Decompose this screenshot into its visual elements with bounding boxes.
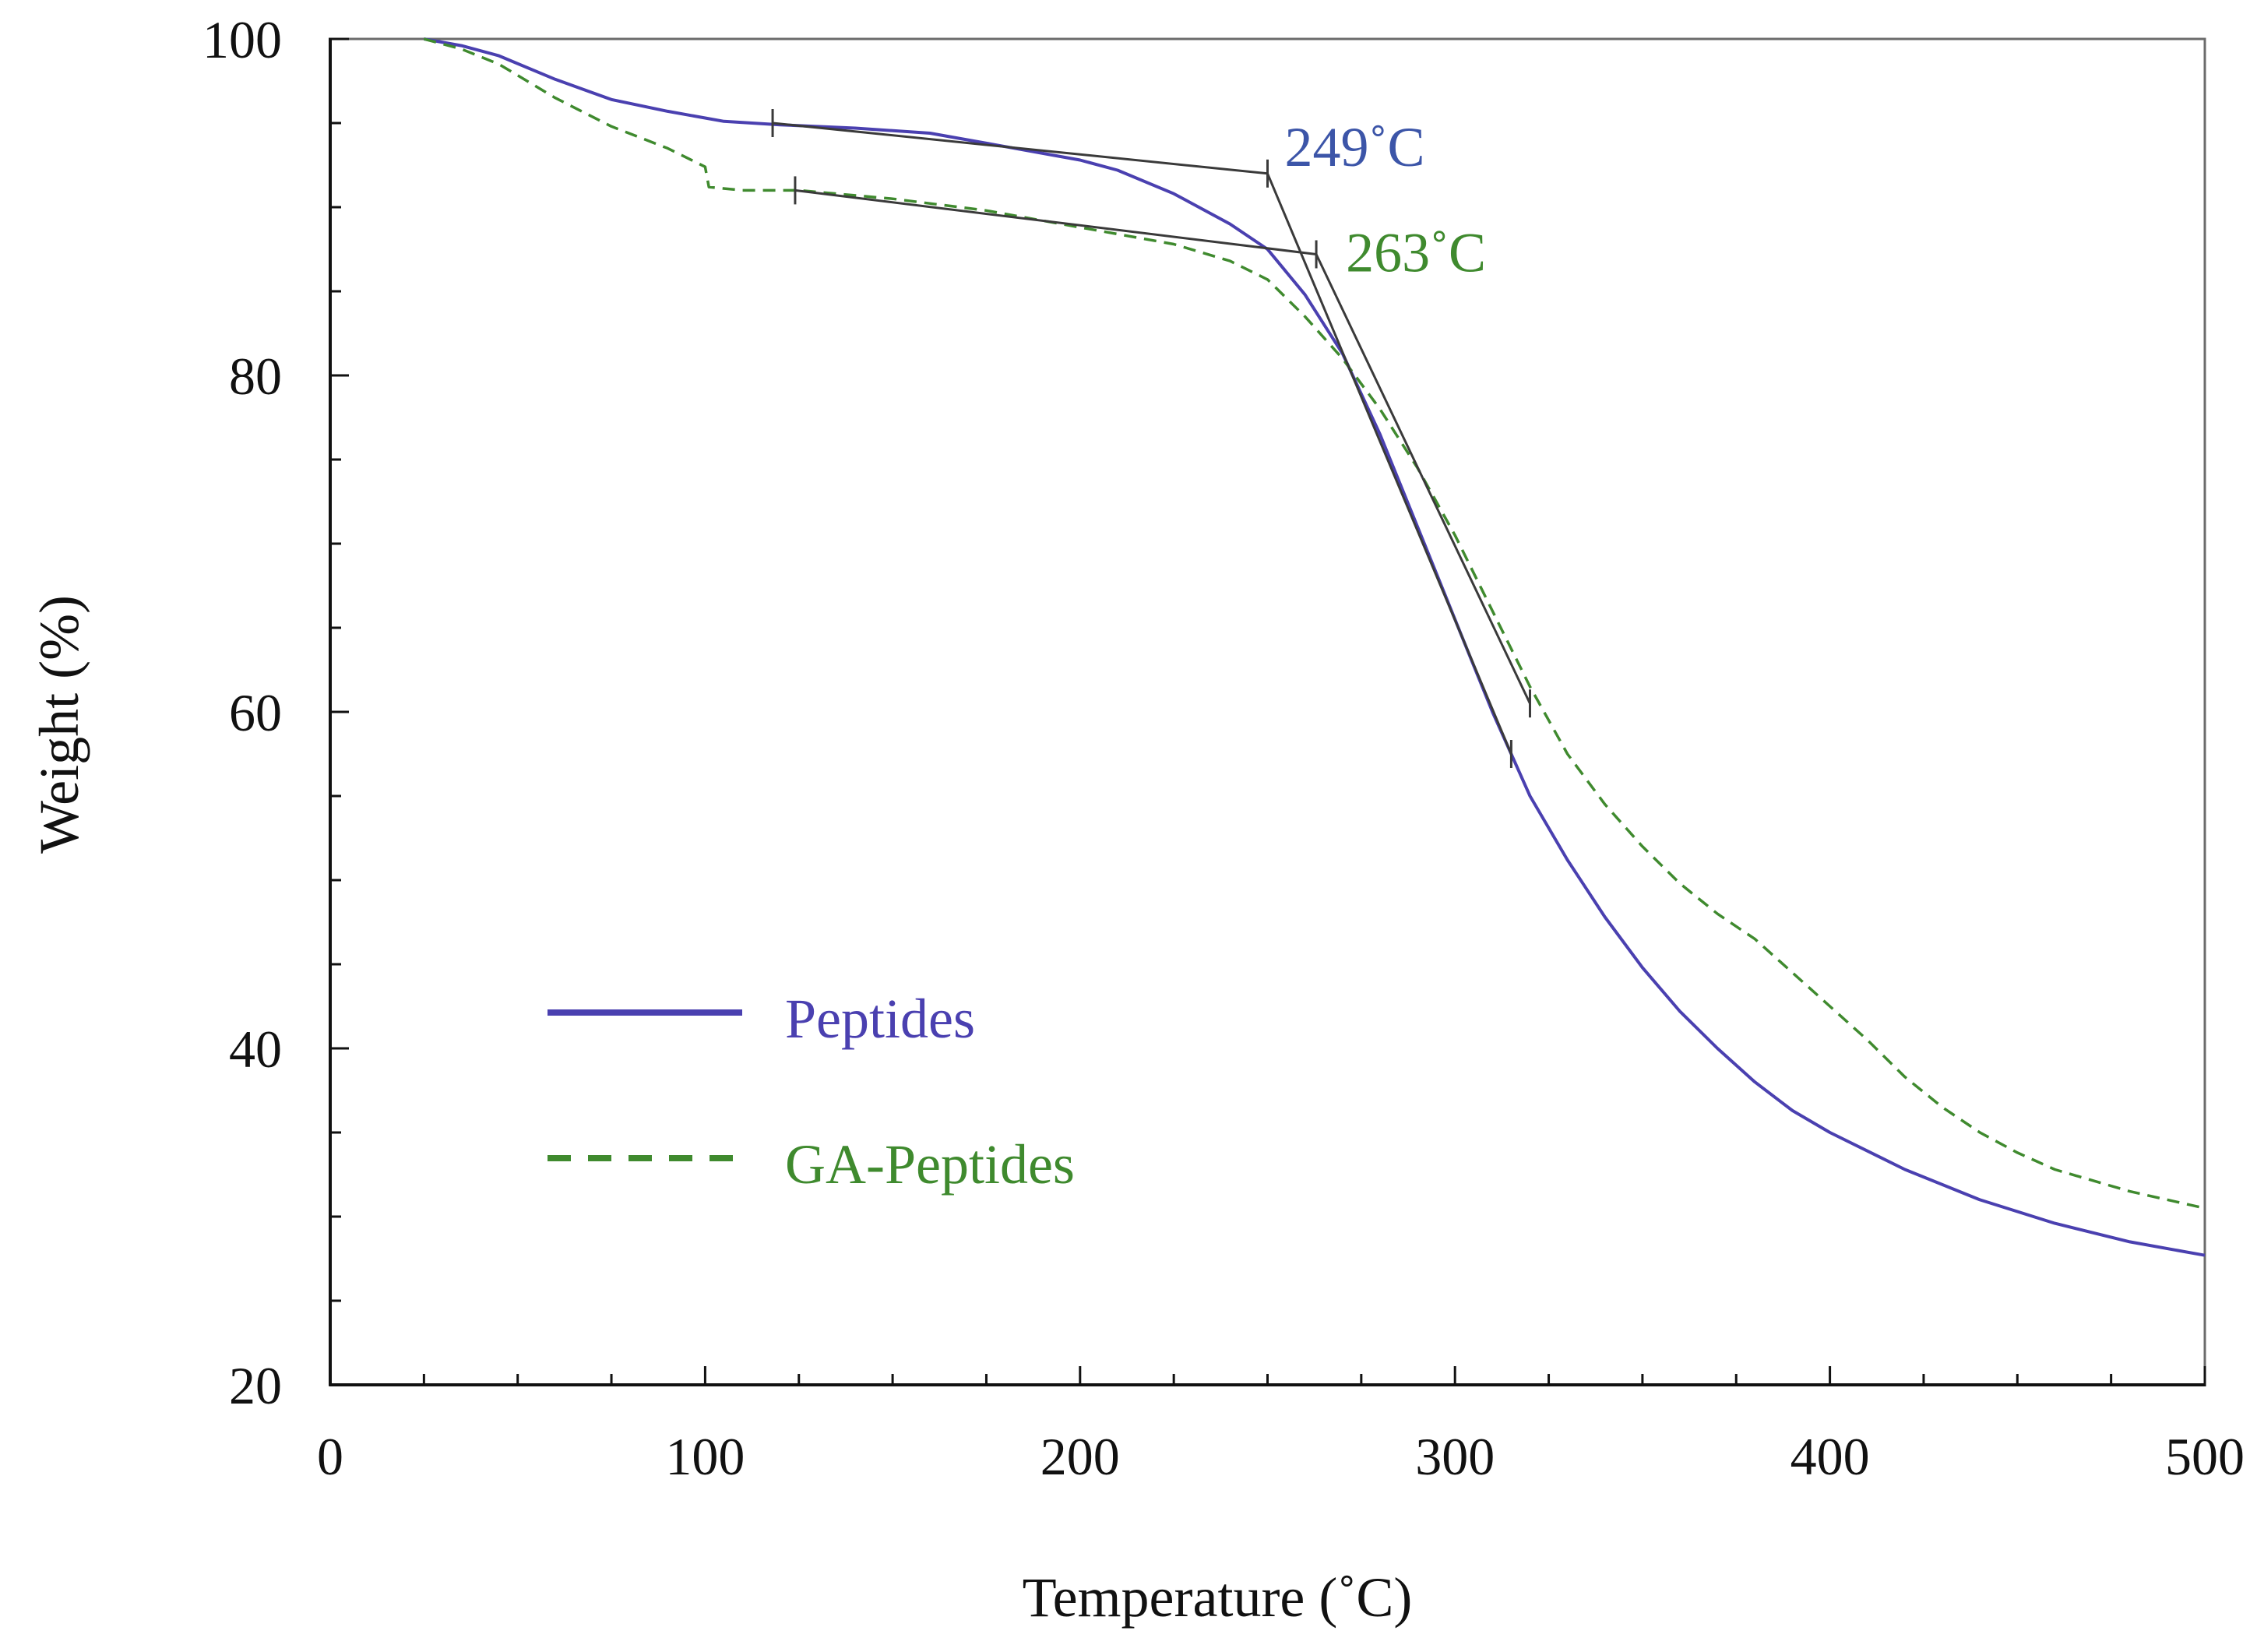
onset-temperature-label: 263˚C — [1346, 221, 1486, 284]
annotation-layer: 249˚C 263˚C — [1285, 116, 1487, 284]
y-tick-label: 60 — [229, 683, 282, 742]
legend: Peptides GA-Peptides — [548, 988, 1075, 1196]
x-axis-title: Temperature (˚C) — [1023, 1566, 1413, 1629]
x-tick-label: 400 — [1790, 1427, 1870, 1486]
series-line-peptides — [424, 37, 2206, 1257]
series-line-ga-peptides — [423, 37, 2206, 1210]
onset-layer — [771, 109, 1531, 768]
x-tick-label: 100 — [665, 1427, 745, 1486]
y-tick-label: 80 — [229, 347, 282, 406]
onset-baseline-tangent — [772, 122, 1268, 175]
x-tick-label: 500 — [2165, 1427, 2245, 1486]
plot-area-border — [329, 37, 2206, 1386]
x-tick-label: 0 — [317, 1427, 343, 1486]
y-tick-label: 100 — [202, 10, 282, 69]
onset-temperature-label: 249˚C — [1285, 116, 1425, 178]
axis-ticks — [329, 37, 2206, 1386]
onset-baseline-tangent — [794, 188, 1317, 255]
x-tick-label: 300 — [1415, 1427, 1495, 1486]
series-layer — [423, 37, 2206, 1257]
tick-labels: 20 40 60 80 100 0 100 200 300 400 500 — [202, 10, 2245, 1486]
y-tick-label: 40 — [229, 1020, 282, 1079]
onset-slope-tangent — [1315, 253, 1531, 704]
y-axis-title: Weight (%) — [28, 595, 90, 854]
legend-label-ga-peptides: GA-Peptides — [785, 1133, 1075, 1196]
x-tick-label: 200 — [1040, 1427, 1120, 1486]
onset-slope-tangent — [1266, 173, 1512, 755]
y-tick-label: 20 — [229, 1356, 282, 1415]
legend-label-peptides: Peptides — [785, 988, 975, 1050]
plot-frame — [329, 37, 2206, 1386]
